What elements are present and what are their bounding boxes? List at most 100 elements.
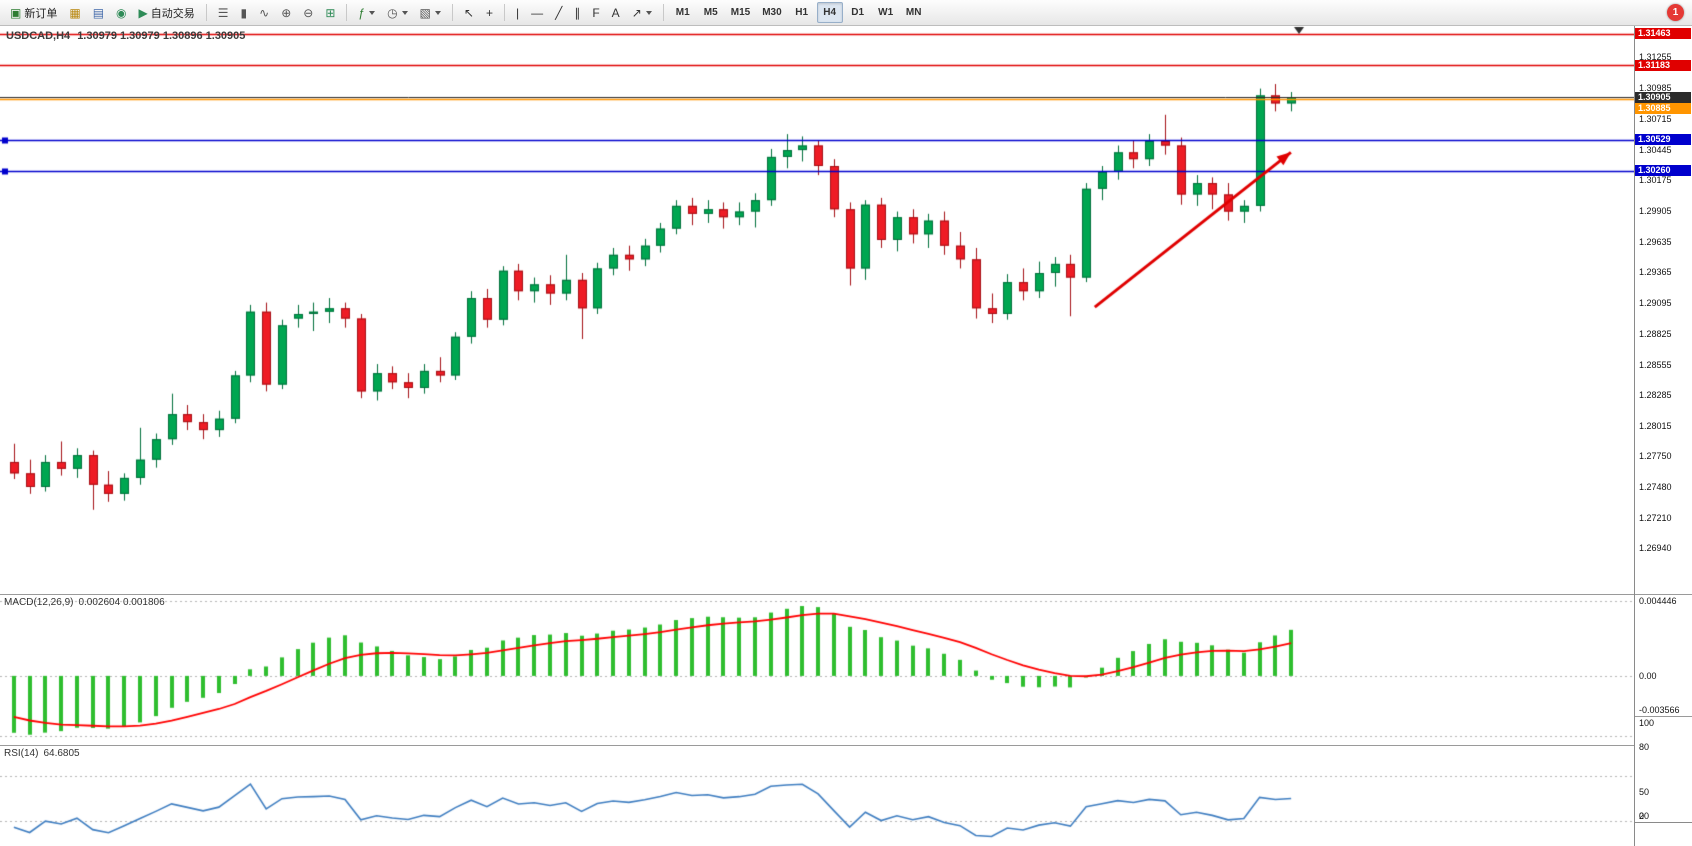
price-tick-label: 1.29095	[1639, 298, 1672, 309]
zoom-in-button[interactable]: ⊕	[276, 2, 296, 23]
price-tick-label: 1.27750	[1639, 451, 1672, 462]
horizontal-line-icon: —	[531, 5, 544, 20]
equidistant-channel-button[interactable]: ∥	[569, 2, 585, 23]
price-badge: 1.31463	[1635, 28, 1691, 40]
dropdown-caret-icon	[645, 10, 652, 15]
crosshair-button[interactable]: +	[481, 2, 498, 23]
autotrading-label: 自动交易	[150, 7, 195, 20]
price-tick-label: 1.30445	[1639, 144, 1672, 155]
price-axis[interactable]: 1.31255 1.30985 1.30715 1.30445 1.30175 1.299…	[1635, 26, 1692, 594]
price-badge: 1.30260	[1635, 165, 1691, 177]
rsi-tick-label: 100	[1639, 718, 1655, 728]
rsi-panel: RSI(14) 64.6805	[0, 745, 1634, 846]
crosshair-icon: +	[485, 5, 493, 20]
periods-button[interactable]: ◷	[382, 2, 412, 23]
toolbar-separator	[451, 4, 453, 21]
price-tick-label: 1.30985	[1639, 83, 1672, 94]
templates-button[interactable]: ▧	[415, 2, 446, 23]
new-chart-icon: ▦	[69, 5, 81, 20]
toolbar-separator	[662, 4, 664, 21]
price-tick-label: 1.27210	[1639, 512, 1672, 523]
timeframe-h4-button[interactable]: H4	[816, 2, 843, 23]
autotrading-button[interactable]: ▶ 自动交易	[134, 2, 200, 23]
new-order-button[interactable]: ▣ 新订单	[5, 2, 62, 23]
macd-name: MACD(12,26,9)	[4, 597, 74, 608]
arrows-button[interactable]: ↗	[627, 2, 657, 23]
rsi-tick-label: 50	[1639, 787, 1650, 797]
right-axis-column: 1.31255 1.30985 1.30715 1.30445 1.30175 1.299…	[1634, 26, 1692, 846]
price-tick-label: 1.31255	[1639, 52, 1672, 63]
rsi-name: RSI(14)	[4, 748, 39, 759]
rsi-tick-label: 20	[1639, 811, 1650, 821]
vertical-line-icon: |	[515, 5, 520, 20]
macd-current-values: 0.002604 0.001806	[78, 597, 165, 608]
timeframe-mn-button[interactable]: MN	[901, 2, 927, 23]
candlestick-chart-icon: ▮	[240, 5, 248, 20]
timeframe-m30-button[interactable]: M30	[757, 2, 786, 23]
rsi-current-value: 64.6805	[43, 748, 80, 759]
timeframe-w1-button[interactable]: W1	[873, 2, 899, 23]
trendline-icon: ╱	[555, 5, 563, 20]
ohlc-values: 1.30979 1.30979 1.30896 1.30905	[77, 30, 246, 42]
price-badge: 1.30885	[1635, 102, 1691, 114]
macd-canvas[interactable]	[0, 595, 1634, 745]
fibonacci-button[interactable]: F	[587, 2, 604, 23]
macd-label: MACD(12,26,9) 0.002604 0.001806	[4, 597, 165, 608]
macd-tick-label: -0.003566	[1639, 705, 1680, 715]
cursor-button[interactable]: ↖	[459, 2, 479, 23]
line-chart-button[interactable]: ∿	[254, 2, 274, 23]
price-badge: 1.30529	[1635, 134, 1691, 146]
macd-tick-label: 0.004446	[1639, 596, 1677, 606]
chart-title: USDCAD,H4 1.30979 1.30979 1.30896 1.30905	[6, 30, 245, 42]
tile-windows-button[interactable]: ⊞	[320, 2, 340, 23]
price-tick-label: 1.29365	[1639, 267, 1672, 278]
notification-badge[interactable]: 1	[1667, 4, 1684, 21]
macd-panel: MACD(12,26,9) 0.002604 0.001806	[0, 594, 1634, 745]
vertical-line-button[interactable]: |	[511, 2, 524, 23]
rsi-axis[interactable]: 100 80 50 20 0	[1635, 716, 1692, 822]
main-chart-panel: USDCAD,H4 1.30979 1.30979 1.30896 1.30905	[0, 26, 1634, 594]
price-tick-label: 1.28015	[1639, 421, 1672, 432]
indicators-button[interactable]: ƒ	[353, 2, 380, 23]
new-chart-button[interactable]: ▦	[64, 2, 85, 23]
tile-windows-icon: ⊞	[325, 5, 336, 20]
price-chart-canvas[interactable]	[0, 26, 1634, 594]
price-badge: 1.30905	[1635, 91, 1691, 103]
text-button[interactable]: A	[607, 2, 625, 23]
bar-chart-button[interactable]: ☰	[213, 2, 234, 23]
equidistant-channel-icon: ∥	[574, 5, 581, 20]
zoom-out-button[interactable]: ⊖	[298, 2, 318, 23]
price-tick-label: 1.30175	[1639, 175, 1672, 186]
toolbar-separator	[205, 4, 207, 21]
timeframe-h1-button[interactable]: H1	[789, 2, 815, 23]
new-order-icon: ▣	[10, 5, 22, 20]
price-tick-label: 1.26940	[1639, 543, 1672, 554]
macd-tick-label: 0.00	[1639, 670, 1657, 681]
rsi-canvas[interactable]	[0, 746, 1634, 846]
fibonacci-icon: F	[592, 5, 600, 20]
price-tick-label: 1.29635	[1639, 236, 1672, 247]
new-order-label: 新订单	[24, 7, 58, 20]
timeframe-m15-button[interactable]: M15	[726, 2, 755, 23]
symbol-period-label: USDCAD,H4	[6, 30, 71, 42]
dropdown-caret-icon	[369, 10, 376, 15]
market-watch-button[interactable]: ◉	[111, 2, 131, 23]
rsi-label: RSI(14) 64.6805	[4, 748, 80, 759]
candlestick-chart-button[interactable]: ▮	[236, 2, 253, 23]
bar-chart-icon: ☰	[217, 5, 229, 20]
timeframe-d1-button[interactable]: D1	[845, 2, 871, 23]
timeframe-m5-button[interactable]: M5	[698, 2, 724, 23]
horizontal-line-button[interactable]: —	[526, 2, 548, 23]
timeframe-m1-button[interactable]: M1	[670, 2, 696, 23]
toolbar-separator	[503, 4, 505, 21]
macd-axis[interactable]: 0.004446 0.00 -0.003566	[1635, 594, 1692, 716]
indicators-icon: ƒ	[358, 5, 366, 20]
dropdown-caret-icon	[401, 10, 408, 15]
trendline-button[interactable]: ╱	[550, 2, 567, 23]
dropdown-caret-icon	[434, 10, 441, 15]
profiles-button[interactable]: ▤	[88, 2, 109, 23]
market-watch-icon: ◉	[116, 5, 127, 20]
price-tick-label: 1.29905	[1639, 205, 1672, 216]
arrows-icon: ↗	[631, 5, 642, 20]
